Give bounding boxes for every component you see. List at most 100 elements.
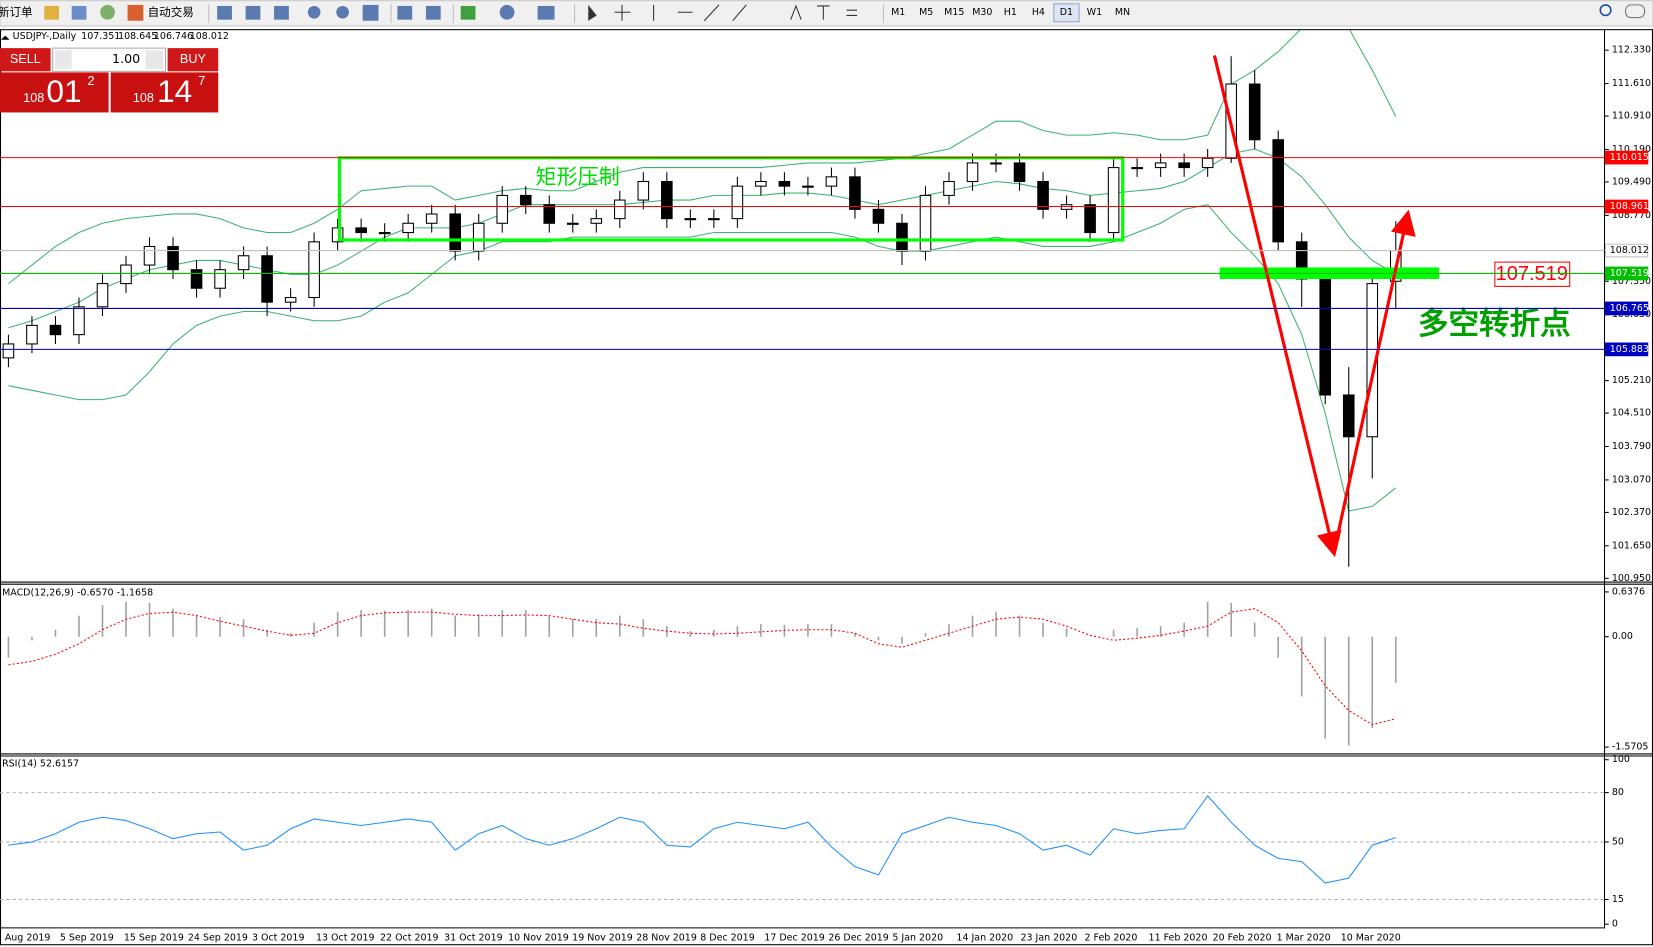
level-price-label: 110.015 (1610, 152, 1649, 163)
toolbar-icon[interactable] (307, 5, 321, 19)
candle-body (1013, 162, 1026, 183)
timeframe-button[interactable]: W1 (1087, 7, 1102, 18)
timeframe-button[interactable]: M30 (972, 7, 992, 18)
lots-up[interactable] (145, 50, 164, 70)
drawing-tools[interactable] (790, 4, 858, 20)
candle-body (214, 269, 226, 289)
rectangle-label: 矩形压制 (536, 164, 620, 189)
candle-body (755, 180, 767, 187)
x-tick-label: 22 Oct 2019 (380, 932, 439, 943)
rsi-plot (0, 792, 1605, 901)
bid-box[interactable] (0, 72, 109, 113)
toolbar-icon[interactable] (397, 5, 413, 20)
candle-body (684, 218, 697, 221)
timeframe-active[interactable] (1053, 3, 1080, 23)
ask-box[interactable] (110, 72, 219, 113)
timeframe-button[interactable]: MN (1115, 7, 1130, 18)
y-tick-label: 111.610 (1612, 78, 1651, 89)
y-tick-label: 102.370 (1612, 507, 1651, 518)
level-price-box (1605, 150, 1649, 165)
candle-body (237, 255, 250, 271)
level-price-box (1605, 301, 1649, 316)
toolbar-icon[interactable] (100, 4, 115, 20)
toolbar-icon[interactable] (362, 4, 379, 21)
cursor-tool[interactable] (588, 4, 597, 21)
y-tick-label: 50 (1612, 836, 1624, 847)
x-tick-label: 20 Feb 2020 (1213, 932, 1272, 943)
toolbar-icon[interactable] (425, 5, 441, 20)
y-tick-label: 104.510 (1612, 408, 1651, 419)
drawing-tools[interactable] (614, 4, 747, 22)
new-order-button[interactable]: 新订单 (0, 5, 33, 19)
candle-body (825, 176, 838, 187)
candle-body (543, 204, 556, 224)
symbol-marker (1, 35, 10, 40)
candle-body (49, 324, 62, 336)
sell-label[interactable]: SELL (10, 52, 41, 66)
toolbar-icon[interactable] (537, 5, 555, 20)
chart-title: USDJPY-,Daily (13, 31, 77, 42)
toolbar-icon[interactable] (274, 5, 289, 20)
y-tick-label: 107.350 (1612, 276, 1651, 287)
pivot-label: 多空转折点 (1418, 307, 1571, 342)
chart-frame (0, 29, 1653, 946)
x-tick-label: 10 Mar 2020 (1341, 932, 1401, 943)
x-tick-label: 17 Dec 2019 (764, 932, 825, 943)
axes: 112.330 111.610 110.910 110.190 109.490 108.7… (0, 31, 1651, 943)
timeframe-button[interactable]: H1 (1004, 7, 1017, 18)
macd-plot (7, 601, 1397, 746)
toolbar-icon[interactable] (499, 4, 515, 20)
sell-button[interactable] (0, 48, 51, 72)
ohlc-open: 107.351 (81, 31, 120, 42)
timeframe-button[interactable]: H4 (1032, 7, 1045, 18)
timeframe-bar: M1 M5 M15 M30 H1 H4 D1 W1 MN (891, 3, 1130, 23)
lots-box[interactable] (52, 47, 167, 72)
x-tick-label: 10 Nov 2019 (508, 932, 569, 943)
level-price-label: 108.012 (1610, 245, 1649, 256)
bollinger-lower (8, 204, 1397, 512)
y-tick-label: 100.950 (1612, 573, 1651, 584)
toolbar-icon[interactable] (336, 5, 349, 19)
candle-body (708, 218, 720, 221)
lots-down[interactable] (54, 50, 72, 70)
auto-trading-icon[interactable] (127, 4, 144, 21)
level-price-label: 106.765 (1610, 303, 1649, 314)
candle-body (1107, 167, 1120, 234)
buy-label[interactable]: BUY (180, 52, 207, 66)
level-callout-text: 107.519 (1496, 263, 1568, 285)
toolbar-icon[interactable] (44, 5, 60, 20)
toolbar-icon[interactable] (217, 5, 232, 20)
chat-icon[interactable] (1625, 4, 1646, 19)
search-icon[interactable] (1599, 4, 1612, 17)
x-tick-label: 8 Dec 2019 (700, 932, 754, 943)
timeframe-button[interactable]: M5 (919, 7, 933, 18)
x-tick-label: 24 Sep 2019 (188, 932, 248, 943)
toolbar-icon[interactable] (245, 5, 261, 20)
ask-point: 7 (198, 74, 205, 88)
x-tick-label: 26 Dec 2019 (828, 932, 889, 943)
toolbar-icon[interactable] (71, 5, 87, 20)
candle-body (590, 218, 603, 224)
candle-body (661, 180, 673, 220)
timeframe-button[interactable]: M1 (891, 7, 905, 18)
candle-body (425, 213, 438, 224)
buy-button[interactable] (167, 48, 219, 72)
y-tick-label: 110.910 (1612, 111, 1651, 122)
lots-value[interactable]: 1.00 (112, 51, 140, 66)
candle-body (496, 194, 509, 224)
auto-trading-button[interactable]: 自动交易 (148, 5, 194, 19)
bid-point: 2 (87, 74, 94, 88)
y-tick-label: 101.650 (1612, 540, 1651, 551)
level-price-label: 107.519 (1610, 268, 1649, 279)
x-tick-label: 19 Nov 2019 (572, 932, 633, 943)
timeframe-button[interactable]: D1 (1060, 7, 1073, 18)
candle-body (966, 162, 979, 183)
y-tick-label: 0.6376 (1612, 586, 1645, 597)
timeframe-button[interactable]: M15 (944, 7, 964, 18)
y-tick-label: 105.210 (1612, 375, 1651, 386)
candle-body (261, 255, 273, 303)
level-price-label: 105.883 (1610, 344, 1649, 355)
toolbar-icon[interactable] (460, 5, 476, 20)
